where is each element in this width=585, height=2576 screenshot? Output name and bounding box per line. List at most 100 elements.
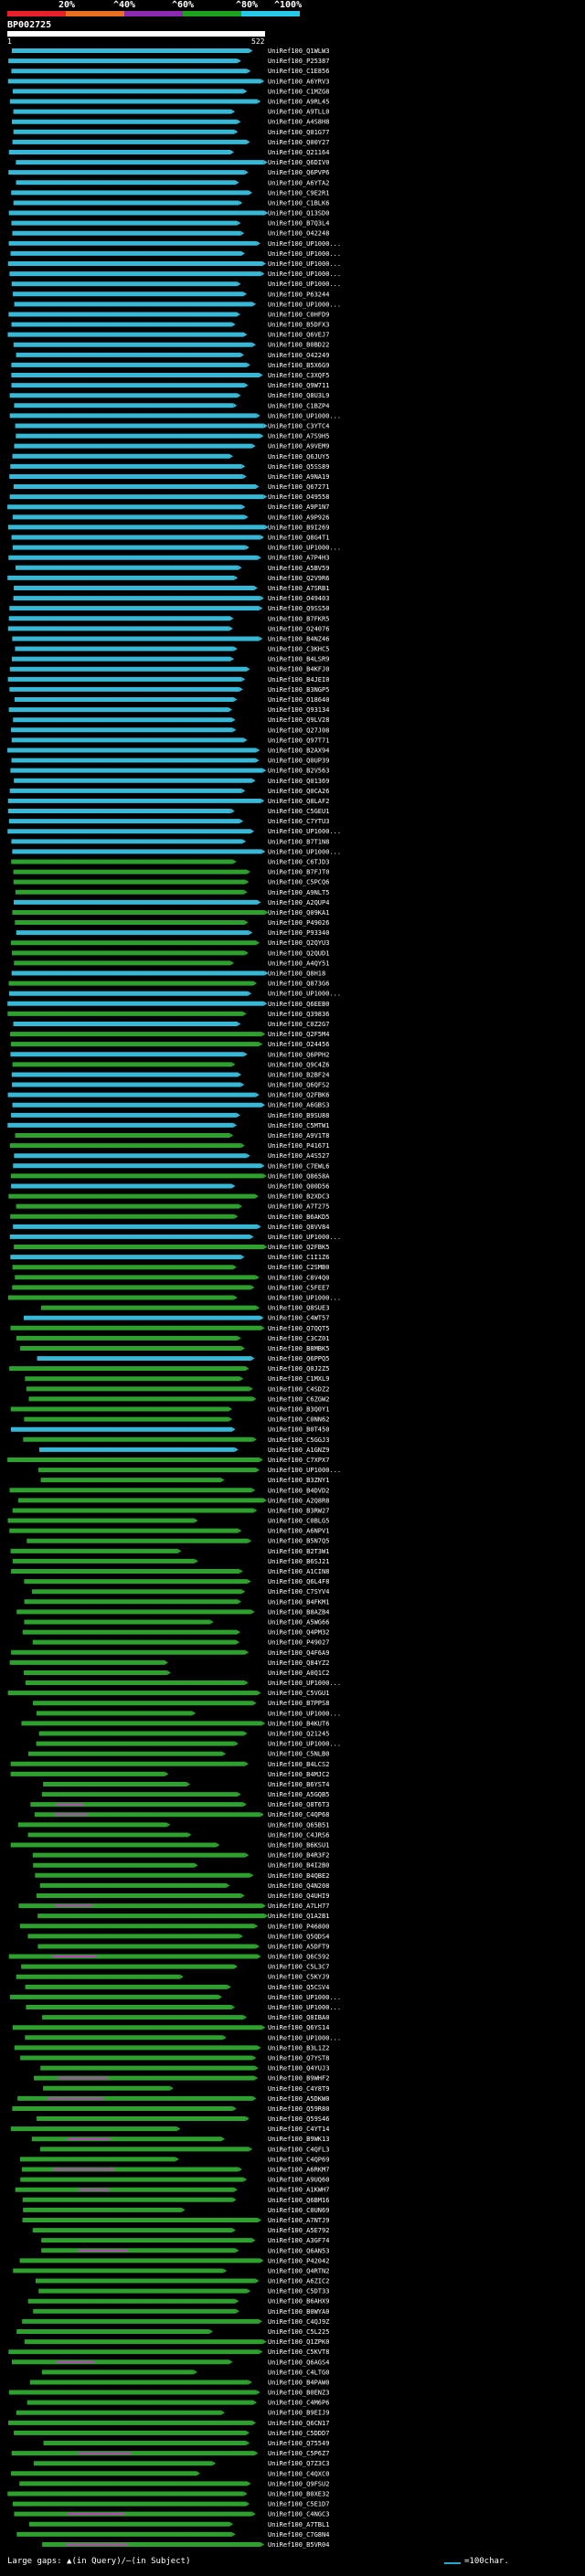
hit-label-link[interactable]: UniRef100_A7P4H3 <box>268 555 329 562</box>
hit-label-link[interactable]: UniRef100_B9EIJ9 <box>268 2410 329 2417</box>
hit-label-link[interactable]: UniRef100_Q8IBA0 <box>268 2014 329 2021</box>
hit-label-link[interactable]: UniRef100_B9WHF2 <box>268 2075 329 2083</box>
hit-label-link[interactable]: UniRef100_Q9FSU2 <box>268 2480 329 2487</box>
hit-label-link[interactable]: UniRef100_P93340 <box>268 929 329 937</box>
hit-label-link[interactable]: UniRef100_C4YT14 <box>268 2125 329 2133</box>
hit-label-link[interactable]: UniRef100_Q21164 <box>268 149 329 156</box>
hit-label-link[interactable]: UniRef100_Q84YZ2 <box>268 1659 329 1667</box>
hit-label-link[interactable]: UniRef100_P41671 <box>268 1142 329 1150</box>
hit-label-link[interactable]: UniRef100_Q8VV84 <box>268 1224 329 1231</box>
hit-label-link[interactable]: UniRef100_B6AHX9 <box>268 2298 329 2306</box>
hit-label-link[interactable]: UniRef100_A7TBL1 <box>268 2521 329 2528</box>
hit-label-link[interactable]: UniRef100_C4M6P6 <box>268 2400 329 2407</box>
hit-label-link[interactable]: UniRef100_C0HFD9 <box>268 311 329 318</box>
hit-label-link[interactable]: UniRef100_UP1000... <box>268 1741 341 1748</box>
hit-label-link[interactable]: UniRef100_C5NLB0 <box>268 1751 329 1758</box>
hit-label-link[interactable]: UniRef100_C4QP68 <box>268 1811 329 1818</box>
hit-label-link[interactable]: UniRef100_C7G8N4 <box>268 2531 329 2539</box>
hit-label-link[interactable]: UniRef100_Q0UP39 <box>268 758 329 765</box>
hit-label-link[interactable]: UniRef100_B7T1N8 <box>268 838 329 845</box>
hit-label-link[interactable]: UniRef100_C7XPX7 <box>268 1457 329 1464</box>
hit-label-link[interactable]: UniRef100_C0Z2G7 <box>268 1021 329 1028</box>
hit-label-link[interactable]: UniRef100_B9WK13 <box>268 2136 329 2143</box>
hit-label-link[interactable]: UniRef100_A6ZIC2 <box>268 2278 329 2285</box>
hit-label-link[interactable]: UniRef100_O49403 <box>268 595 329 602</box>
hit-label-link[interactable]: UniRef100_C0NN62 <box>268 1416 329 1424</box>
hit-label-link[interactable]: UniRef100_Q7YST8 <box>268 2054 329 2062</box>
hit-label-link[interactable]: UniRef100_C4QXC0 <box>268 2470 329 2477</box>
hit-label-link[interactable]: UniRef100_B3RW27 <box>268 1507 329 1514</box>
hit-label-link[interactable]: UniRef100_Q4YUJ3 <box>268 2065 329 2072</box>
hit-label-link[interactable]: UniRef100_O24456 <box>268 1041 329 1048</box>
hit-label-link[interactable]: UniRef100_A5DFT9 <box>268 1943 329 1950</box>
hit-label-link[interactable]: UniRef100_Q5SS89 <box>268 463 329 471</box>
hit-label-link[interactable]: UniRef100_A4QY51 <box>268 959 329 967</box>
hit-label-link[interactable]: UniRef100_UP1000... <box>268 240 341 248</box>
hit-label-link[interactable]: UniRef100_P46800 <box>268 1923 329 1930</box>
hit-label-link[interactable]: UniRef100_B4DVD2 <box>268 1487 329 1494</box>
hit-label-link[interactable]: UniRef100_Q6C592 <box>268 1954 329 1961</box>
hit-label-link[interactable]: UniRef100_C4SDZ2 <box>268 1385 329 1393</box>
hit-label-link[interactable]: UniRef100_Q6YS14 <box>268 2024 329 2031</box>
hit-label-link[interactable]: UniRef100_B4QBE2 <box>268 1872 329 1880</box>
hit-label-link[interactable]: UniRef100_Q8U3L9 <box>268 392 329 399</box>
hit-label-link[interactable]: UniRef100_Q4UHI9 <box>268 1892 329 1900</box>
hit-label-link[interactable]: UniRef100_Q6BM16 <box>268 2197 329 2204</box>
hit-label-link[interactable]: UniRef100_Q97T71 <box>268 737 329 744</box>
hit-label-link[interactable]: UniRef100_C4LTG0 <box>268 2369 329 2376</box>
hit-label-link[interactable]: UniRef100_B4MJC2 <box>268 1771 329 1778</box>
hit-label-link[interactable]: UniRef100_UP1000... <box>268 412 341 419</box>
hit-label-link[interactable]: UniRef100_B0ENZ3 <box>268 2390 329 2397</box>
hit-label-link[interactable]: UniRef100_A7S9H5 <box>268 433 329 440</box>
hit-label-link[interactable]: UniRef100_B6SJ21 <box>268 1558 329 1565</box>
hit-label-link[interactable]: UniRef100_P42042 <box>268 2257 329 2264</box>
hit-label-link[interactable]: UniRef100_C2SMB0 <box>268 1264 329 1271</box>
hit-label-link[interactable]: UniRef100_Q6AGS4 <box>268 2359 329 2366</box>
hit-label-link[interactable]: UniRef100_UP1000... <box>268 991 341 998</box>
hit-label-link[interactable]: UniRef100_C4QFL3 <box>268 2146 329 2153</box>
hit-label-link[interactable]: UniRef100_B4JEI0 <box>268 676 329 684</box>
hit-label-link[interactable]: UniRef100_Q6QFS2 <box>268 1082 329 1089</box>
hit-label-link[interactable]: UniRef100_Q5QDS4 <box>268 1933 329 1940</box>
hit-label-link[interactable]: UniRef100_Q59R80 <box>268 2105 329 2113</box>
hit-label-link[interactable]: UniRef100_P25387 <box>268 58 329 65</box>
hit-label-link[interactable]: UniRef100_C4NGC3 <box>268 2511 329 2518</box>
hit-label-link[interactable]: UniRef100_A1KWH7 <box>268 2187 329 2194</box>
hit-label-link[interactable]: UniRef100_Q93134 <box>268 706 329 714</box>
hit-label-link[interactable]: UniRef100_UP1000... <box>268 250 341 258</box>
hit-label-link[interactable]: UniRef100_B8AZB4 <box>268 1608 329 1616</box>
hit-label-link[interactable]: UniRef100_Q1ZPK0 <box>268 2338 329 2346</box>
hit-label-link[interactable]: UniRef100_O18640 <box>268 696 329 704</box>
hit-label-link[interactable]: UniRef100_UP1000... <box>268 260 341 268</box>
hit-label-link[interactable]: UniRef100_UP1000... <box>268 301 341 308</box>
hit-label-link[interactable]: UniRef100_C1E856 <box>268 68 329 75</box>
hit-label-link[interactable]: UniRef100_UP1000... <box>268 848 341 855</box>
hit-label-link[interactable]: UniRef100_C4Y8T9 <box>268 2085 329 2093</box>
hit-label-link[interactable]: UniRef100_Q873G6 <box>268 981 329 988</box>
hit-label-link[interactable]: UniRef100_B0XE32 <box>268 2490 329 2497</box>
hit-label-link[interactable]: UniRef100_Q2QYU3 <box>268 939 329 947</box>
hit-label-link[interactable]: UniRef100_C6ZGW2 <box>268 1395 329 1403</box>
hit-label-link[interactable]: UniRef100_A1CIN8 <box>268 1568 329 1575</box>
hit-label-link[interactable]: UniRef100_A9V1T8 <box>268 1132 329 1140</box>
hit-label-link[interactable]: UniRef100_A5WG66 <box>268 1618 329 1626</box>
hit-label-link[interactable]: UniRef100_A5E792 <box>268 2227 329 2234</box>
hit-label-link[interactable]: UniRef100_C5DDD7 <box>268 2430 329 2437</box>
hit-label-link[interactable]: UniRef100_B7Q3L4 <box>268 220 329 228</box>
hit-label-link[interactable]: UniRef100_C1I1Z6 <box>268 1254 329 1261</box>
hit-label-link[interactable]: UniRef100_Q2QUD1 <box>268 949 329 957</box>
hit-label-link[interactable]: UniRef100_UP1000... <box>268 1234 341 1241</box>
hit-label-link[interactable]: UniRef100_B0WYA0 <box>268 2308 329 2316</box>
hit-label-link[interactable]: UniRef100_Q9W711 <box>268 382 329 389</box>
hit-label-link[interactable]: UniRef100_A6YRV3 <box>268 78 329 85</box>
hit-label-link[interactable]: UniRef100_B3ZNY1 <box>268 1477 329 1484</box>
hit-label-link[interactable]: UniRef100_A2QUP4 <box>268 899 329 906</box>
hit-label-link[interactable]: UniRef100_Q8SUE3 <box>268 1305 329 1312</box>
hit-label-link[interactable]: UniRef100_Q01G77 <box>268 129 329 136</box>
hit-label-link[interactable]: UniRef100_O42249 <box>268 352 329 359</box>
hit-label-link[interactable]: UniRef100_Q6JUY5 <box>268 453 329 461</box>
hit-label-link[interactable]: UniRef100_UP1000... <box>268 2034 341 2041</box>
hit-label-link[interactable]: UniRef100_P63244 <box>268 291 329 298</box>
hit-label-link[interactable]: UniRef100_C4QP69 <box>268 2156 329 2163</box>
hit-label-link[interactable]: UniRef100_C7YTU3 <box>268 818 329 825</box>
